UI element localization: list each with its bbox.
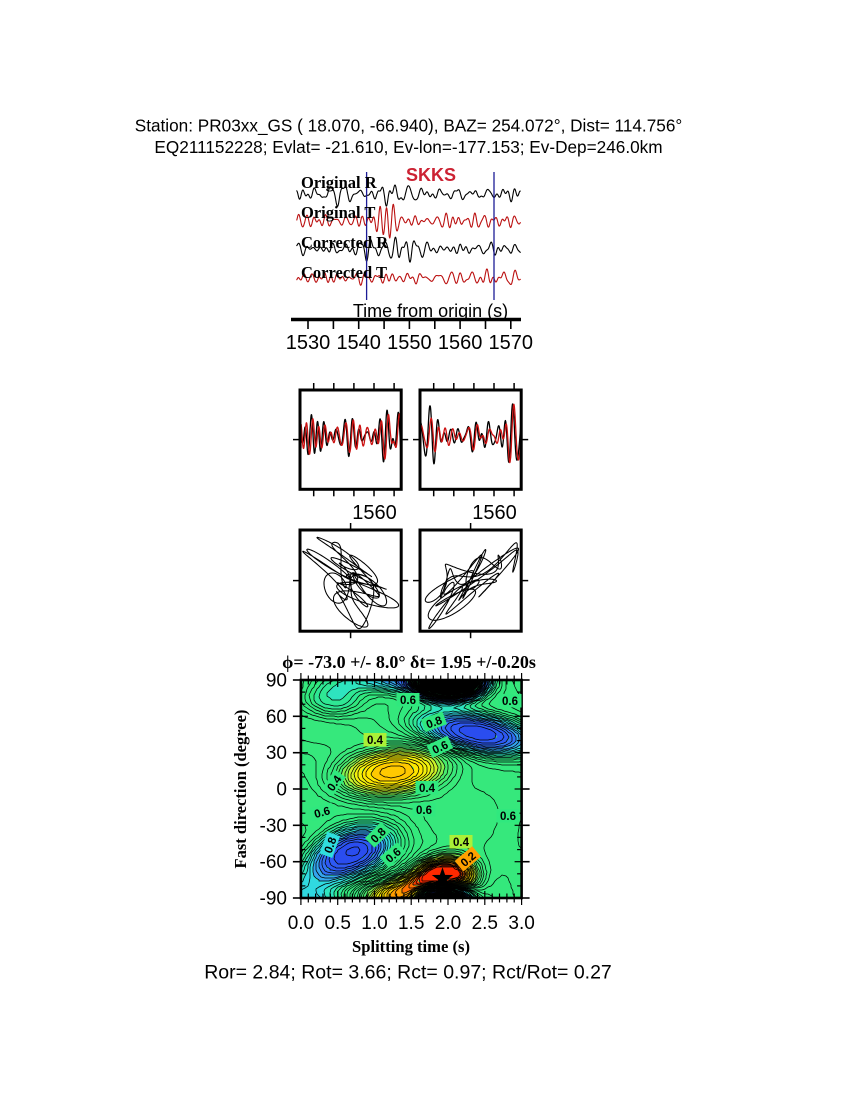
svg-text:0: 0 [276, 780, 287, 801]
svg-text:-90: -90 [260, 889, 287, 910]
svg-text:90: 90 [266, 671, 287, 692]
svg-text:2.0: 2.0 [435, 913, 461, 934]
svg-text:0.4: 0.4 [453, 837, 470, 849]
svg-text:0.6: 0.6 [416, 805, 432, 817]
svg-text:0.6: 0.6 [400, 695, 416, 707]
svg-text:Original R: Original R [301, 173, 378, 192]
svg-text:0.5: 0.5 [324, 913, 350, 934]
svg-text:SKKS: SKKS [406, 165, 456, 185]
svg-text:Original T: Original T [301, 203, 375, 222]
svg-text:1.0: 1.0 [361, 913, 387, 934]
svg-text:-60: -60 [260, 852, 287, 873]
svg-text:Time from origin (s): Time from origin (s) [353, 301, 508, 321]
svg-text:ϕ= -73.0 +/- 8.0° δt= 1.95 +/-: ϕ= -73.0 +/- 8.0° δt= 1.95 +/-0.20s [282, 652, 536, 672]
svg-text:Corrected T: Corrected T [301, 263, 387, 282]
svg-text:1540: 1540 [336, 332, 381, 354]
svg-text:30: 30 [266, 743, 287, 764]
svg-text:Splitting time (s): Splitting time (s) [352, 937, 470, 956]
svg-text:1550: 1550 [387, 332, 432, 354]
svg-text:1570: 1570 [489, 332, 534, 354]
svg-text:0.4: 0.4 [419, 783, 436, 795]
svg-text:EQ211152228; Evlat= -21.610, E: EQ211152228; Evlat= -21.610, Ev-lon=-177… [154, 137, 662, 157]
svg-text:1560: 1560 [438, 332, 483, 354]
svg-text:1560: 1560 [472, 502, 517, 524]
svg-text:0.4: 0.4 [367, 735, 384, 747]
svg-text:60: 60 [266, 707, 287, 728]
svg-text:0.8: 0.8 [425, 715, 445, 732]
svg-text:Station: PR03xx_GS ( 18.070,: Station: PR03xx_GS ( 18.070, -66.940), B… [135, 116, 683, 136]
svg-text:0.6: 0.6 [313, 805, 332, 821]
svg-text:2.5: 2.5 [472, 913, 498, 934]
svg-text:0.0: 0.0 [288, 913, 314, 934]
svg-text:Corrected R: Corrected R [301, 233, 389, 252]
svg-text:0.6: 0.6 [500, 811, 516, 823]
svg-text:Fast direction (degree): Fast direction (degree) [231, 710, 250, 869]
svg-text:0.8: 0.8 [323, 835, 340, 855]
svg-text:1560: 1560 [352, 502, 397, 524]
svg-text:3.0: 3.0 [508, 913, 534, 934]
svg-text:-30: -30 [260, 816, 287, 837]
svg-text:1530: 1530 [286, 332, 331, 354]
svg-text:0.6: 0.6 [502, 696, 518, 708]
svg-text:1.5: 1.5 [398, 913, 424, 934]
svg-text:Ror= 2.84; Rot= 3.66; Rct= 0.9: Ror= 2.84; Rot= 3.66; Rct= 0.97; Rct/Rot… [204, 962, 612, 984]
